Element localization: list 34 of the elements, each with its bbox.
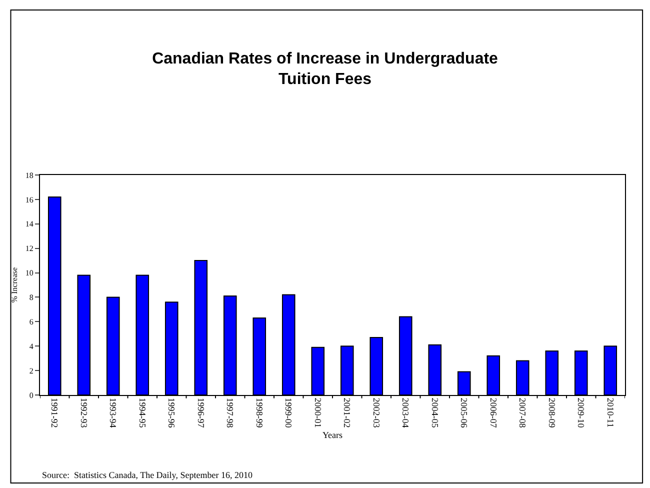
chart-title: Canadian Rates of Increase in Undergraduate Tuition Fees xyxy=(152,50,498,88)
x-tick-label: 1993-94 xyxy=(108,398,118,428)
source-note: Source: Statistics Canada, The Daily, September 16, 2010 xyxy=(42,470,253,480)
y-tick-label: 4 xyxy=(29,342,34,351)
x-tick-label: 1996-97 xyxy=(196,398,206,428)
x-tick-label: 2003-04 xyxy=(400,398,411,428)
x-tick-label: 2007-08 xyxy=(518,398,528,428)
x-tick-label: 2000-01 xyxy=(312,398,323,428)
x-tick-label: 2006-07 xyxy=(488,398,498,428)
x-tick-label: 2001-02 xyxy=(342,398,352,428)
y-tick-label: 6 xyxy=(29,317,34,326)
y-tick-label: 8 xyxy=(29,293,34,302)
x-tick-label: 1992-93 xyxy=(78,398,89,428)
x-tick-label: 1994-95 xyxy=(137,398,148,428)
y-axis-title: % Increase xyxy=(10,266,20,303)
x-tick-label: 1995-96 xyxy=(166,398,177,428)
x-tick-label: 1991-92 xyxy=(50,398,60,428)
x-tick-label: 1998-99 xyxy=(254,398,264,428)
y-tick-label: 18 xyxy=(25,170,34,180)
y-tick-label: 0 xyxy=(29,390,34,400)
x-tick-label: 2009-10 xyxy=(576,398,586,428)
x-tick-label: 2002-03 xyxy=(371,398,382,428)
y-tick-label: 12 xyxy=(25,244,34,254)
x-tick-label: 2004-05 xyxy=(430,398,440,428)
x-axis-title: Years xyxy=(322,430,344,440)
x-tick-label: 2010-11 xyxy=(605,398,616,428)
y-tick-label: 16 xyxy=(25,195,34,204)
x-tick-label: 2005-06 xyxy=(459,398,470,428)
x-tick-label: 2008-09 xyxy=(546,398,557,428)
y-tick-label: 10 xyxy=(25,268,34,278)
y-tick-label: 2 xyxy=(29,366,34,376)
x-tick-label: 1997-98 xyxy=(225,398,236,428)
y-tick-label: 14 xyxy=(25,220,34,229)
x-tick-label: 1999-00 xyxy=(284,398,294,428)
